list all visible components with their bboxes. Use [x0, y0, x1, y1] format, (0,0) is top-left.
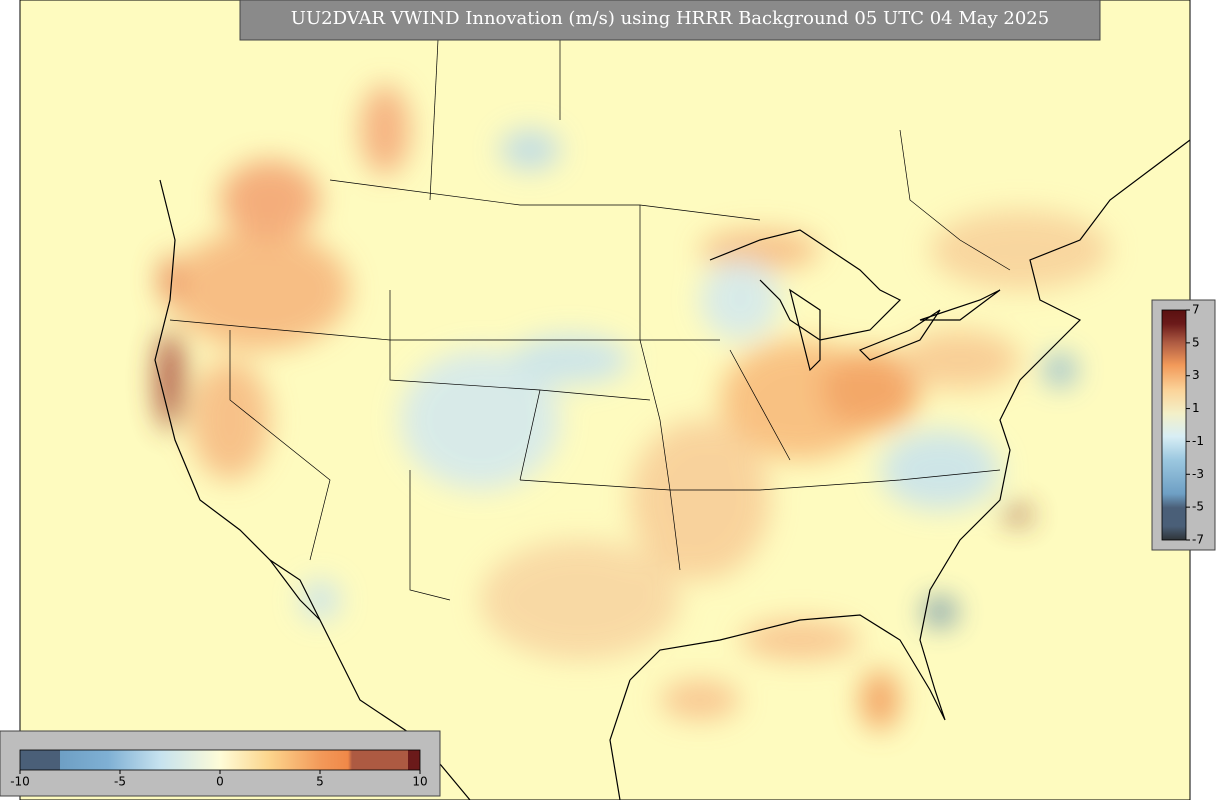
tick-label: 5 [316, 775, 324, 789]
tick-label: 0 [216, 775, 224, 789]
tick-label: -1 [1192, 434, 1204, 448]
tick-label: -3 [1192, 467, 1204, 481]
tick-label: -7 [1192, 533, 1204, 547]
colorbar-panel [0, 730, 441, 797]
title-box: UU2DVAR VWIND Innovation (m/s) using HRR… [239, 0, 1101, 41]
tick-label: 7 [1192, 303, 1200, 317]
tick-label: -5 [114, 775, 126, 789]
tick-label: 5 [1192, 335, 1200, 349]
tick-label: 3 [1192, 368, 1200, 382]
colorbar-panel [1151, 299, 1216, 551]
map-title: UU2DVAR VWIND Innovation (m/s) using HRR… [291, 8, 1049, 29]
tick-label: -5 [1192, 500, 1204, 514]
colorbar [19, 749, 421, 771]
colorbar [1161, 309, 1187, 541]
map-field [19, 0, 1191, 800]
tick-label: -10 [10, 775, 30, 789]
tick-label: 1 [1192, 401, 1200, 415]
tick-label: 10 [412, 775, 427, 789]
